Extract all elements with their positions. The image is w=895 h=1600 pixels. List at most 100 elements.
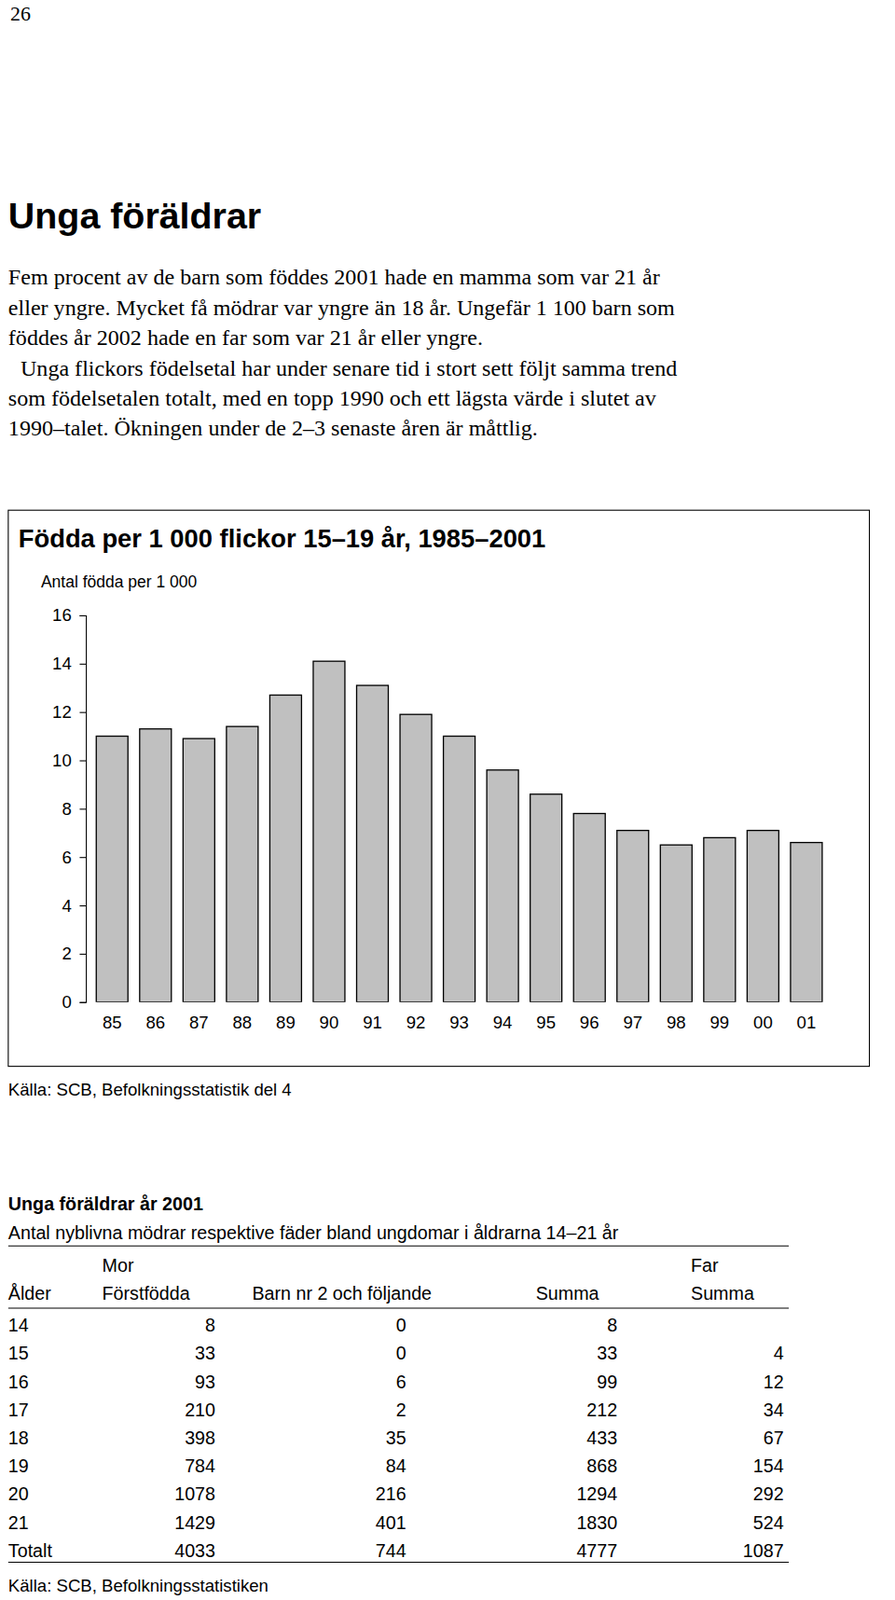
x-tick: 85: [102, 1012, 123, 1033]
table-subtitle: Antal nyblivna mödrar respektive fäder b…: [8, 1222, 620, 1243]
y-tick: 10: [52, 750, 86, 771]
paragraph-line: föddes år 2002 hade en far som var 21 år…: [8, 325, 483, 350]
y-tick-label: 14: [52, 653, 72, 674]
x-tick-label: 94: [493, 1012, 513, 1033]
y-axis-line: [79, 615, 86, 1003]
page: 26Unga föräldrarFem procent av de barn s…: [0, 0, 895, 1600]
table-cell: 20: [8, 1483, 29, 1504]
y-tick: 12: [52, 702, 86, 722]
x-tick-label: 98: [666, 1012, 687, 1033]
table-cell: 292: [753, 1483, 785, 1504]
bar: [486, 770, 519, 1003]
bar: [269, 694, 302, 1002]
table-cell: 1078: [174, 1483, 216, 1504]
table-cell: 8: [205, 1314, 216, 1336]
table-cell: 99: [596, 1371, 618, 1392]
bar: [96, 736, 128, 1003]
x-tick: 87: [189, 1012, 209, 1033]
x-tick-label: 85: [102, 1012, 123, 1033]
x-tick: 96: [579, 1012, 600, 1033]
y-tick-mark: [79, 905, 86, 907]
paragraph-line: Unga flickors födelsetal har under senar…: [20, 356, 677, 381]
x-tick: 00: [753, 1012, 773, 1033]
x-tick: 97: [622, 1012, 643, 1033]
bar: [182, 738, 215, 1003]
table-cell: 4033: [174, 1540, 216, 1561]
x-tick-label: 97: [622, 1012, 643, 1033]
y-tick-mark: [79, 615, 86, 617]
table-cell: 67: [763, 1427, 785, 1448]
bar: [443, 736, 476, 1003]
y-tick-label: 10: [52, 750, 72, 771]
table-cell: 212: [586, 1399, 618, 1420]
y-tick: 14: [52, 653, 86, 674]
y-tick-mark: [79, 953, 86, 955]
y-tick: 16: [52, 605, 86, 625]
y-tick-label: 8: [61, 798, 71, 819]
table-cell: 1294: [576, 1483, 618, 1504]
chart-frame: [8, 509, 870, 1066]
y-tick-label: 16: [52, 605, 72, 625]
table-cell: 84: [385, 1455, 407, 1476]
y-tick-mark: [79, 712, 86, 714]
x-tick-label: 86: [145, 1012, 166, 1033]
table-cell: 2: [396, 1399, 407, 1420]
bars: [96, 660, 823, 1003]
x-tick: 99: [709, 1012, 730, 1033]
y-tick-label: 6: [61, 847, 71, 868]
bar: [790, 842, 823, 1003]
x-tick-label: 91: [362, 1012, 383, 1033]
x-tick-label: 00: [753, 1012, 773, 1033]
bar: [617, 830, 649, 1003]
y-tick-mark: [79, 1002, 86, 1004]
x-tick-label: 88: [233, 1012, 253, 1033]
table-header: Far: [690, 1254, 719, 1276]
bar: [313, 660, 345, 1003]
y-tick-mark: [79, 856, 86, 858]
table-cell: 398: [184, 1427, 216, 1448]
table-cell: 33: [194, 1342, 216, 1364]
table-cell: 524: [753, 1512, 785, 1533]
x-tick-label: 89: [275, 1012, 296, 1033]
table-cell: 1429: [174, 1512, 216, 1533]
table-cell: 154: [753, 1455, 785, 1476]
chart-source: Källa: SCB, Befolkningsstatistik del 4: [8, 1079, 292, 1100]
table-rule: [8, 1561, 789, 1563]
table-cell: 17: [8, 1399, 29, 1420]
heading: Unga föräldrar: [8, 194, 262, 236]
table-cell: 1830: [576, 1512, 618, 1533]
table-cell: 433: [586, 1427, 618, 1448]
table-source: Källa: SCB, Befolkningsstatistiken: [8, 1575, 269, 1596]
table-cell: 401: [375, 1512, 407, 1533]
chart-title: Födda per 1 000 flickor 15–19 år, 1985–2…: [18, 523, 546, 553]
y-tick-label: 0: [61, 991, 71, 1012]
table-cell: 8: [606, 1314, 618, 1336]
bar: [399, 714, 432, 1002]
page-number: 26: [10, 2, 31, 26]
table-cell: 33: [596, 1342, 618, 1364]
x-tick-label: 95: [536, 1012, 556, 1033]
x-tick-label: 99: [709, 1012, 730, 1033]
table-header: Summa: [690, 1282, 755, 1304]
table-cell: 16: [8, 1371, 29, 1392]
table-cell: 210: [184, 1399, 216, 1420]
x-axis: 8586878889909192939495969798990001: [102, 1012, 816, 1033]
x-tick-label: 90: [319, 1012, 340, 1033]
y-tick-label: 2: [61, 943, 71, 964]
x-tick-label: 92: [406, 1012, 427, 1033]
bar: [660, 844, 692, 1003]
y-tick: 2: [61, 943, 86, 964]
bar: [139, 729, 172, 1003]
bar: [530, 794, 563, 1003]
paragraph-line: som födelsetalen totalt, med en topp 199…: [8, 385, 658, 411]
bar: [703, 837, 736, 1002]
table-header: Mor: [102, 1254, 135, 1276]
bar: [746, 830, 779, 1003]
x-tick: 88: [233, 1012, 253, 1033]
table-cell: 18: [8, 1427, 29, 1448]
y-axis: 0246810121416: [52, 605, 87, 1012]
bar: [226, 726, 259, 1003]
y-tick-label: 12: [52, 702, 72, 722]
y-axis-title: Antal födda per 1 000: [41, 572, 198, 592]
x-tick: 98: [666, 1012, 687, 1033]
